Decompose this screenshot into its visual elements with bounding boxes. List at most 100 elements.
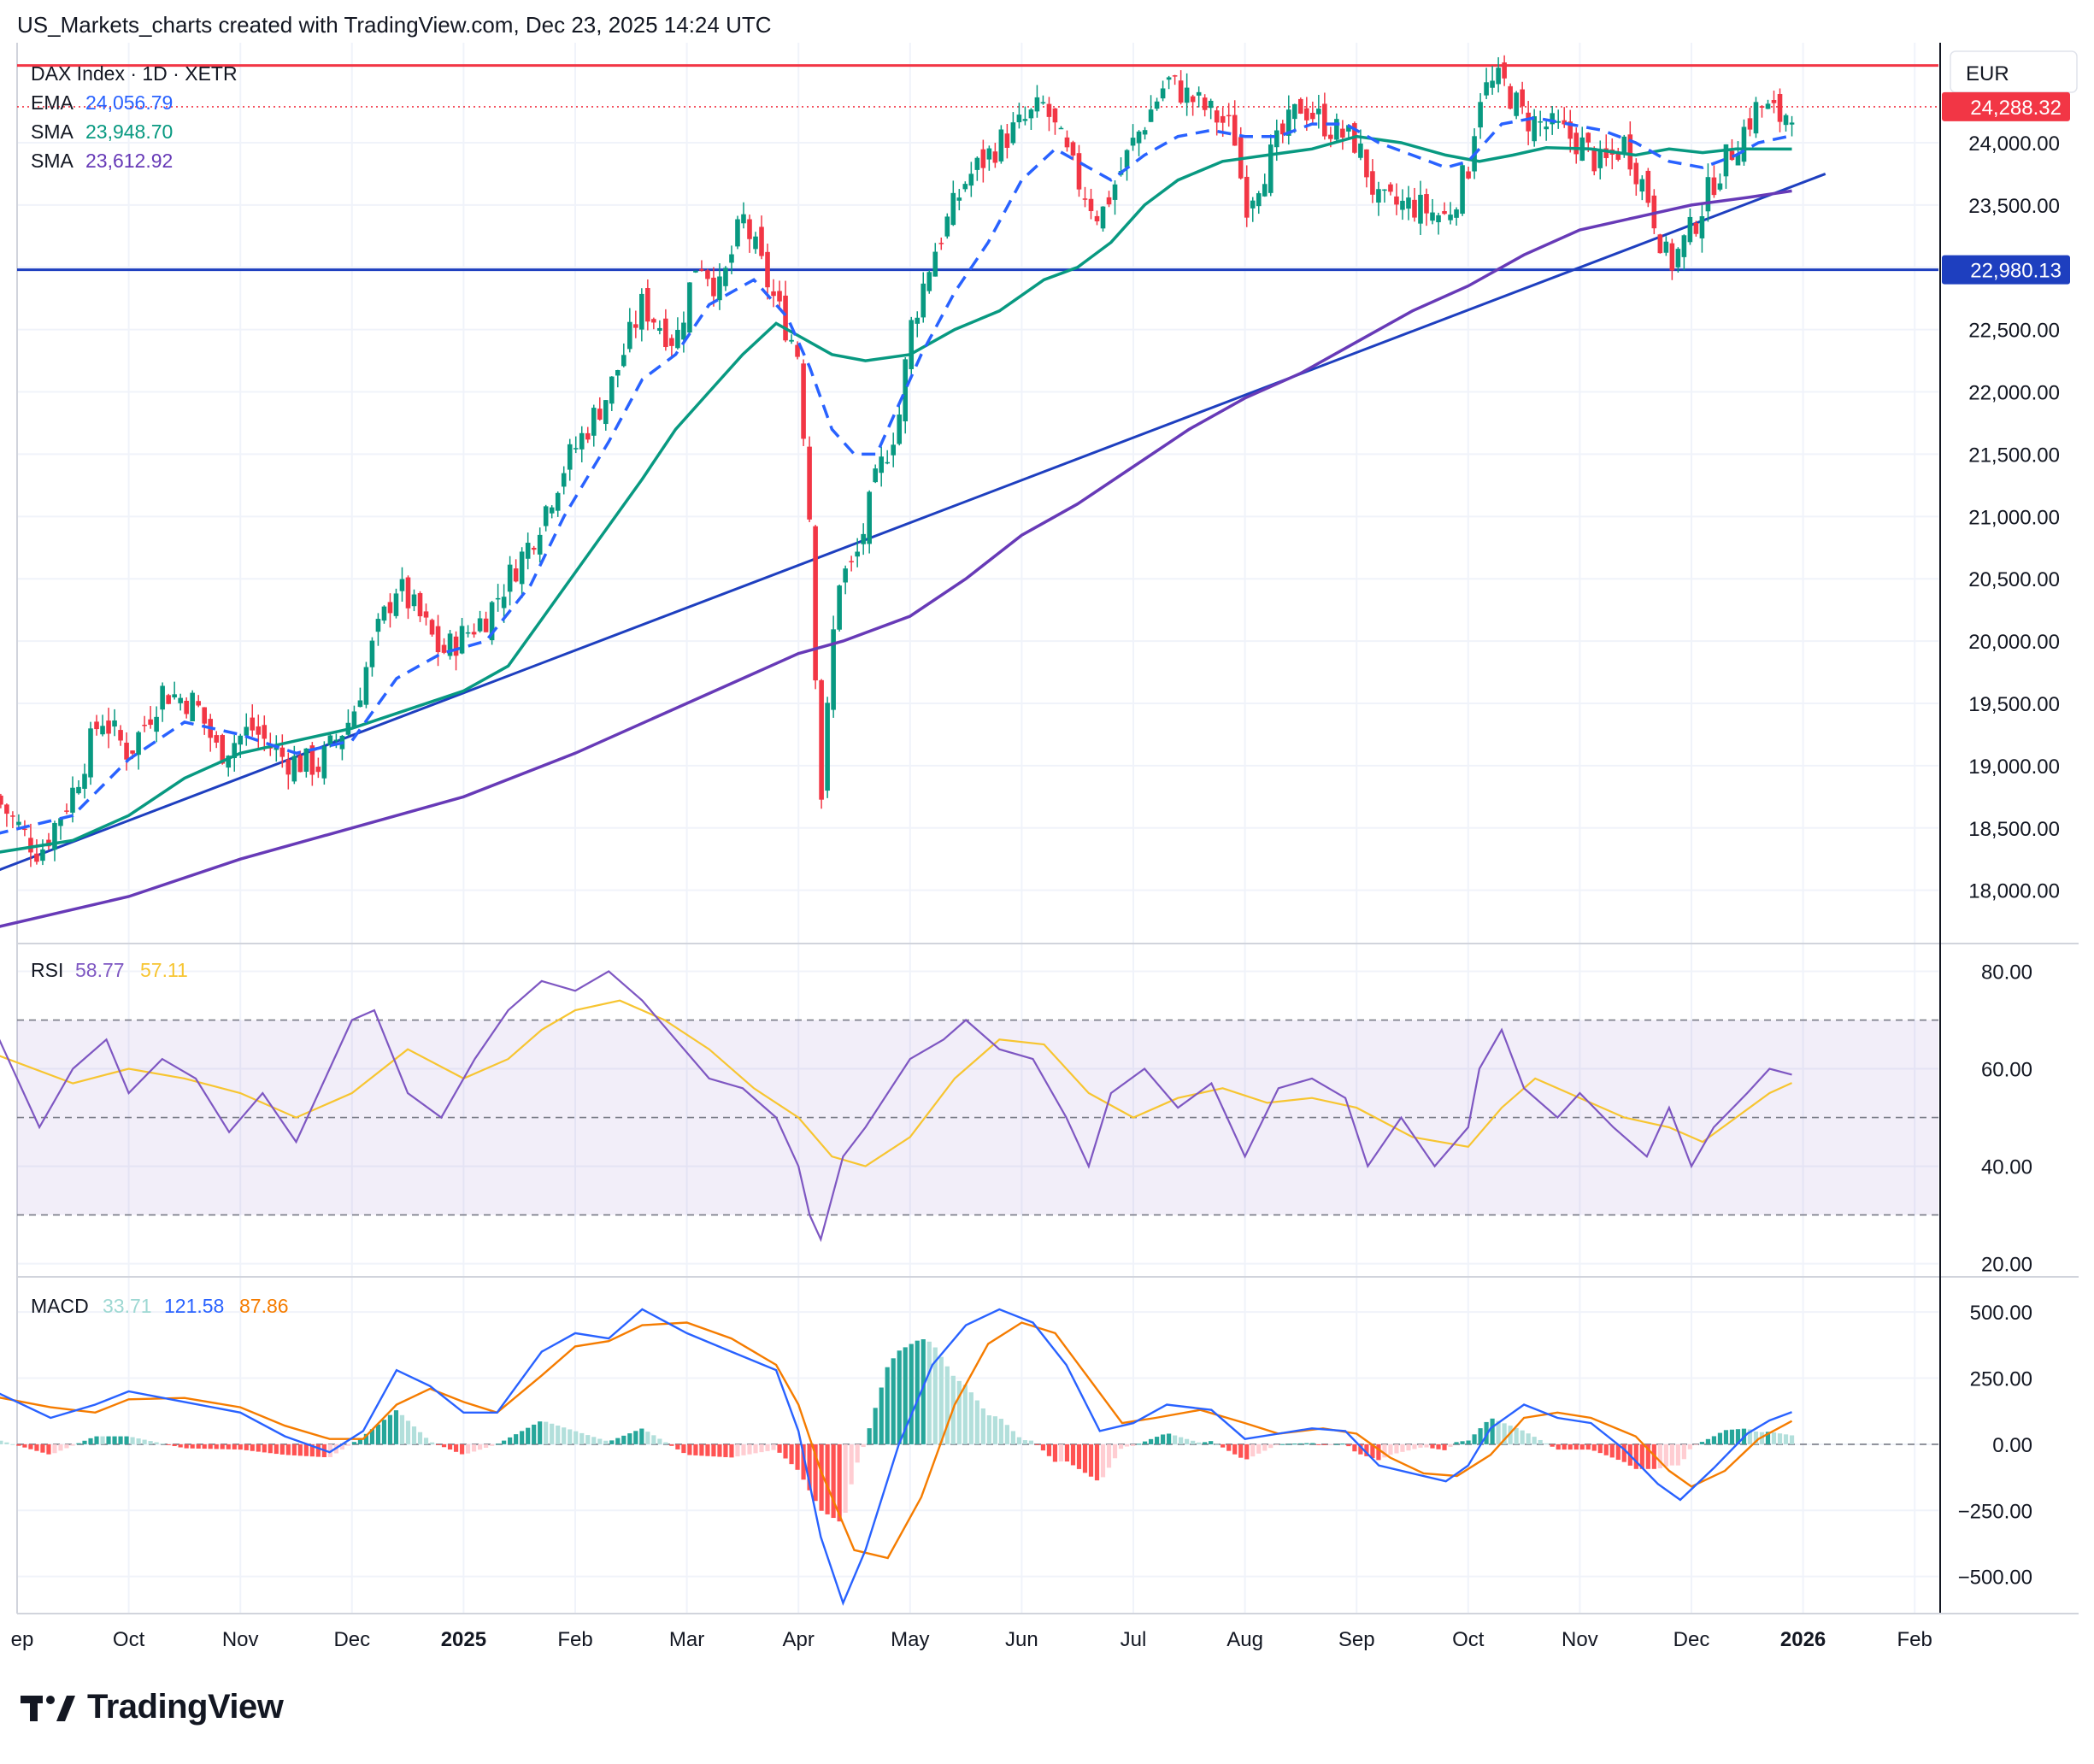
macd-histogram-bar (747, 1444, 752, 1455)
candle-up (1454, 209, 1459, 218)
macd-histogram-bar (202, 1444, 207, 1449)
macd-histogram-bar (453, 1444, 459, 1452)
candle-up (909, 320, 915, 369)
macd-histogram-bar (1430, 1444, 1435, 1449)
macd-histogram-bar (759, 1444, 764, 1453)
sma-50-line[interactable] (0, 134, 1792, 854)
rsi-pane[interactable] (0, 970, 1938, 1243)
macd-histogram-bar (184, 1444, 189, 1449)
candle-up (621, 355, 626, 367)
rsi-line[interactable] (0, 970, 1792, 1243)
macd-histogram-bar (693, 1444, 698, 1455)
macd-histogram-bar (471, 1444, 477, 1452)
candle-up (861, 533, 866, 544)
macd-histogram-bar (1424, 1444, 1429, 1448)
candle-down (531, 547, 537, 550)
candle-down (1747, 118, 1753, 130)
candle-down (34, 853, 39, 862)
macd-histogram-bar (459, 1444, 465, 1455)
candle-down (1394, 196, 1399, 205)
candle-up (393, 593, 399, 616)
macd-histogram-bar (1597, 1444, 1603, 1454)
candle-up (1316, 109, 1321, 115)
macd-pane[interactable] (0, 1308, 1938, 1606)
candle-up (507, 564, 513, 592)
macd-histogram-bar (1209, 1441, 1214, 1444)
macd-histogram-bar (1579, 1444, 1585, 1450)
macd-histogram-bar (1118, 1444, 1124, 1449)
macd-histogram-bar (112, 1436, 117, 1444)
macd-histogram-bar (28, 1444, 33, 1449)
macd-histogram-bar (544, 1421, 549, 1444)
time-axis-label: 2026 (1780, 1628, 1826, 1651)
candle-down (513, 568, 519, 582)
macd-histogram-bar (1777, 1433, 1783, 1444)
macd-histogram-bar (1215, 1444, 1220, 1445)
macd-histogram-bar (777, 1444, 782, 1453)
price-axis-label: 23,500.00 (1968, 195, 2060, 218)
macd-histogram-bar (238, 1444, 243, 1450)
macd-histogram-bar (1058, 1444, 1064, 1461)
macd-histogram-bar (274, 1444, 279, 1455)
macd-histogram-bar (717, 1444, 722, 1457)
price-legend-name: DAX Index · 1D · XETR (31, 62, 238, 85)
candle-down (663, 318, 668, 348)
candle-down (429, 620, 435, 635)
candle-up (831, 629, 836, 710)
candle-up (956, 197, 962, 201)
rsi-signal-line[interactable] (0, 999, 1792, 1167)
candle-up (76, 786, 81, 794)
price-axis-label: 21,000.00 (1968, 506, 2060, 529)
macd-histogram-bar (88, 1438, 93, 1444)
candle-up (1663, 241, 1669, 253)
macd-histogram-bar (1034, 1444, 1040, 1445)
macd-histogram-bar (1376, 1444, 1381, 1461)
candle-down (142, 725, 147, 726)
trendline[interactable] (0, 173, 1826, 872)
candle-down (118, 730, 123, 741)
sma-200-line[interactable] (0, 189, 1792, 928)
macd-histogram-bar (891, 1358, 896, 1444)
macd-histogram-bar (1591, 1444, 1597, 1451)
macd-line[interactable] (0, 1308, 1792, 1606)
macd-histogram-bar (405, 1420, 411, 1444)
macd-signal-line[interactable] (0, 1321, 1793, 1560)
candle-down (1094, 215, 1100, 221)
time-axis-label: Nov (222, 1628, 259, 1651)
candle-up (1124, 150, 1130, 168)
macd-histogram-bar (1729, 1429, 1735, 1444)
candle-up (1273, 130, 1279, 148)
macd-histogram-bar (705, 1444, 710, 1456)
candle-down (130, 750, 135, 754)
candle-up (843, 568, 848, 583)
macd-axis-label: 500.00 (1970, 1302, 2032, 1325)
price-pane[interactable] (0, 55, 1938, 928)
macd-histogram-bar (22, 1444, 27, 1448)
macd-histogram-bar (1723, 1430, 1729, 1444)
candle-down (795, 344, 800, 357)
ema-line[interactable] (0, 116, 1792, 835)
candle-up (70, 787, 75, 813)
macd-histogram-bar (579, 1432, 585, 1444)
candle-down (214, 735, 220, 743)
price-axis-label: 20,500.00 (1968, 568, 2060, 591)
macd-histogram-bar (1496, 1420, 1501, 1444)
tradingview-brand[interactable]: TradingView (19, 1688, 284, 1726)
candle-up (1741, 126, 1747, 162)
rsi-legend-name: RSI (31, 959, 63, 981)
macd-histogram-bar (1142, 1441, 1148, 1444)
candle-down (1298, 98, 1303, 114)
macd-histogram-bar (363, 1433, 369, 1444)
macd-histogram-bar (1765, 1432, 1771, 1444)
candle-down (1214, 110, 1220, 123)
candle-down (220, 735, 226, 764)
candle-down (387, 602, 393, 614)
candle-up (1268, 144, 1273, 193)
time-axis-label: Feb (1897, 1628, 1932, 1651)
candle-up (52, 822, 57, 850)
macd-histogram-bar (837, 1444, 842, 1522)
time-axis-label: Jun (1005, 1628, 1038, 1651)
macd-histogram-bar (1573, 1444, 1579, 1450)
macd-histogram-bar (357, 1438, 363, 1444)
